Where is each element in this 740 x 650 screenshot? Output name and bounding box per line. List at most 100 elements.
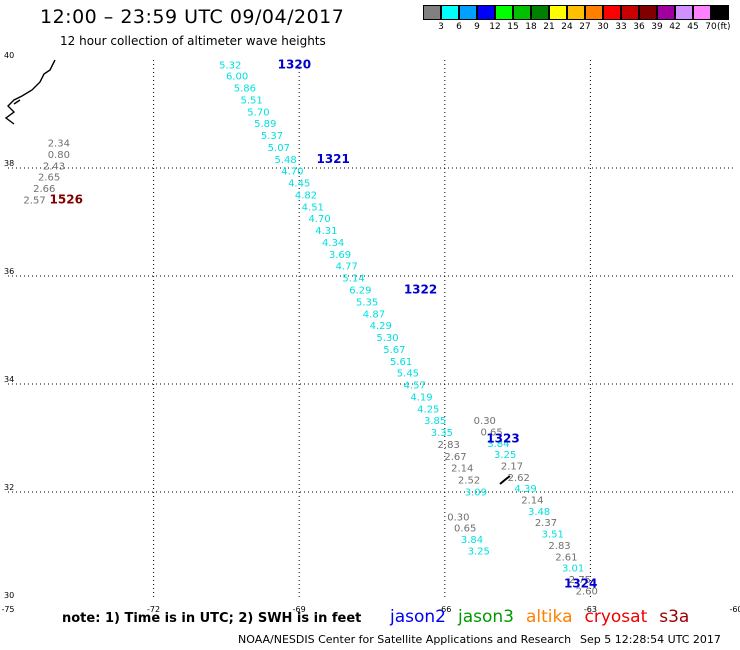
legend-jason3: jason3 [458, 607, 514, 627]
swh-value-label: 3.51 [542, 530, 564, 541]
scale-tick-label: 39 [651, 22, 663, 32]
swh-value-label: 2.52 [458, 476, 480, 487]
swh-value-label: 3.01 [562, 564, 584, 575]
swh-value-label: 3.25 [468, 546, 490, 557]
lat-tick-label: 32 [4, 483, 14, 492]
swh-value-label: 0.30 [474, 416, 496, 427]
lat-tick-label: 30 [4, 591, 14, 600]
swh-value-label: 5.30 [376, 333, 398, 344]
swh-value-label: 4.51 [302, 202, 324, 213]
coastline [4, 59, 56, 125]
satellite-legend: jason2 jason3 altika cryosat s3a [390, 607, 701, 627]
scale-swatch [603, 5, 621, 20]
swh-value-label: 5.61 [390, 357, 412, 368]
scale-tick-label: 18 [525, 22, 537, 32]
scale-tick-label: 33 [615, 22, 627, 32]
swh-value-label: 5.70 [247, 107, 269, 118]
swh-value-label: 3.69 [329, 250, 351, 261]
swh-value-label: 4.77 [336, 262, 358, 273]
swh-value-label: 4.82 [295, 190, 317, 201]
scale-tick-label: 3 [438, 22, 444, 32]
scale-tick-label: 36 [633, 22, 645, 32]
swh-value-label: 2.67 [444, 452, 466, 463]
scale-swatch [423, 5, 441, 20]
scale-swatch [513, 5, 531, 20]
swh-value-label: 4.70 [281, 167, 303, 178]
swh-value-label: 5.07 [268, 143, 290, 154]
lon-tick-label: -69 [293, 605, 306, 614]
swh-value-label: 2.83 [438, 440, 460, 451]
swh-value-label: 4.39 [514, 484, 536, 495]
pass-number-label: 1320 [278, 57, 311, 71]
lat-tick-label: 36 [4, 267, 14, 276]
legend-altika: altika [526, 607, 573, 627]
scale-swatch [459, 5, 477, 20]
scale-tick-label: 70 [705, 22, 717, 32]
swh-value-label: 4.25 [417, 404, 439, 415]
swh-value-label: 2.75 [569, 575, 591, 586]
swh-value-label: 5.32 [219, 60, 241, 71]
footer-credit: NOAA/NESDIS Center for Satellite Applica… [238, 633, 572, 646]
map-title: 12:00 – 23:59 UTC 09/04/2017 [40, 6, 345, 28]
swh-value-label: 3.35 [431, 428, 453, 439]
scale-tick-label: 45 [687, 22, 699, 32]
footer-note: note: 1) Time is in UTC; 2) SWH is in fe… [62, 611, 362, 626]
scale-tick-label: 15 [507, 22, 519, 32]
lon-tick-label: -72 [147, 605, 160, 614]
swh-value-label: 5.86 [234, 84, 256, 95]
scale-swatch [567, 5, 585, 20]
swh-value-label: 2.34 [48, 139, 70, 150]
lon-tick-label: -66 [438, 605, 451, 614]
footer-timestamp: Sep 5 12:28:54 UTC 2017 [580, 633, 721, 646]
swh-value-label: 2.17 [501, 462, 523, 473]
swh-value-label: 0.80 [48, 150, 70, 161]
scale-swatch [441, 5, 459, 20]
scale-tick-label: 27 [579, 22, 591, 32]
lat-tick-label: 38 [4, 159, 14, 168]
swh-value-label: 4.19 [410, 392, 432, 403]
pass-number-label: 1322 [404, 283, 437, 297]
swh-value-label: 2.37 [535, 518, 557, 529]
scale-swatch [585, 5, 603, 20]
swh-value-label: 2.60 [576, 586, 598, 597]
scale-tick-label: 30 [597, 22, 609, 32]
scale-tick-label: 9 [474, 22, 480, 32]
swh-value-label: 4.87 [363, 309, 385, 320]
swh-value-label: 2.14 [521, 496, 543, 507]
scale-swatch [693, 5, 711, 20]
swh-value-label: 5.89 [254, 119, 276, 130]
legend-cryosat: cryosat [584, 607, 648, 627]
scale-tick-label: 12 [489, 22, 501, 32]
scale-swatch [711, 5, 729, 20]
scale-swatch [639, 5, 657, 20]
scale-swatch [495, 5, 513, 20]
swh-value-label: 2.65 [38, 173, 60, 184]
swh-value-label: 2.57 [23, 195, 45, 206]
scale-tick-label: 42 [669, 22, 681, 32]
lat-tick-label: 40 [4, 51, 14, 60]
swh-value-label: 4.70 [308, 214, 330, 225]
swh-value-label: 3.84 [461, 535, 483, 546]
legend-s3a: s3a [659, 607, 690, 627]
lat-tick-label: 34 [4, 375, 14, 384]
swh-value-label: 0.65 [480, 428, 502, 439]
pass-number-label: 1323 [486, 432, 519, 446]
swh-value-label: 2.62 [508, 473, 530, 484]
scale-tick-label: 21 [543, 22, 555, 32]
scale-tick-label: 6 [456, 22, 462, 32]
swh-value-label: 3.84 [487, 439, 509, 450]
swh-value-label: 3.48 [528, 507, 550, 518]
scale-swatch [531, 5, 549, 20]
scale-swatch [549, 5, 567, 20]
pass-number-label: 1324 [564, 576, 597, 590]
swh-value-label: 4.57 [404, 381, 426, 392]
pass-number-label: 1321 [316, 152, 349, 166]
scale-swatch [657, 5, 675, 20]
scale-swatch [621, 5, 639, 20]
scale-tick-label: 24 [561, 22, 573, 32]
swh-value-label: 5.35 [356, 297, 378, 308]
scale-unit-label: (ft) [717, 22, 731, 32]
swh-value-label: 5.45 [397, 369, 419, 380]
